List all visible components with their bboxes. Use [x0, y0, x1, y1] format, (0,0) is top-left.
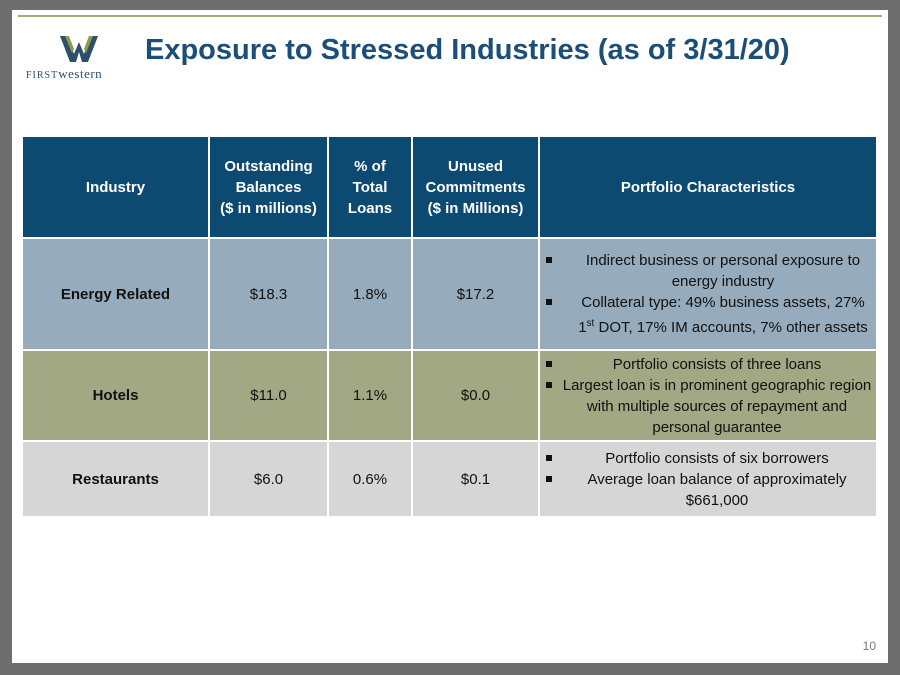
- balance-cell: $18.3: [208, 237, 329, 351]
- balance-cell: $6.0: [208, 440, 329, 518]
- top-rule: [18, 15, 882, 17]
- logo-w-icon: [60, 36, 98, 62]
- company-logo: FIRSTwestern: [26, 36, 136, 86]
- bullet-item: Collateral type: 49% business assets, 27…: [544, 292, 872, 338]
- bullet-item: Portfolio consists of three loans: [544, 354, 872, 375]
- industry-cell: Restaurants: [21, 440, 210, 518]
- header-industry: Industry: [21, 135, 210, 239]
- exposure-table: Industry Outstanding Balances ($ in millio…: [21, 135, 878, 518]
- table-row-hotels: Hotels $11.0 1.1% $0.0 Portfolio consist…: [21, 349, 878, 442]
- bullet-item: Largest loan is in prominent geographic …: [544, 375, 872, 438]
- slide: FIRSTwestern Exposure to Stressed Indust…: [12, 10, 888, 663]
- table-header-row: Industry Outstanding Balances ($ in millio…: [21, 135, 878, 239]
- logo-wordmark: FIRSTwestern: [26, 66, 102, 82]
- unused-cell: $0.1: [411, 440, 540, 518]
- page-title: Exposure to Stressed Industries (as of 3…: [145, 34, 790, 66]
- pct-cell: 0.6%: [327, 440, 413, 518]
- header-unused-commitments: Unused Commitments ($ in Millions): [411, 135, 540, 239]
- logo-western: western: [58, 66, 103, 81]
- bullet-item: Indirect business or personal exposure t…: [544, 250, 872, 292]
- table-row-restaurants: Restaurants $6.0 0.6% $0.1 Portfolio con…: [21, 440, 878, 518]
- unused-cell: $0.0: [411, 349, 540, 442]
- bullet-item: Portfolio consists of six borrowers: [544, 448, 872, 469]
- pct-cell: 1.1%: [327, 349, 413, 442]
- characteristics-cell: Indirect business or personal exposure t…: [538, 237, 878, 351]
- characteristics-cell: Portfolio consists of six borrowers Aver…: [538, 440, 878, 518]
- pct-cell: 1.8%: [327, 237, 413, 351]
- page-number: 10: [862, 639, 876, 653]
- header-portfolio-characteristics: Portfolio Characteristics: [538, 135, 878, 239]
- industry-cell: Energy Related: [21, 237, 210, 351]
- bullet-item: Average loan balance of approximately $6…: [544, 469, 872, 511]
- unused-cell: $17.2: [411, 237, 540, 351]
- header-pct-total-loans: % of Total Loans: [327, 135, 413, 239]
- balance-cell: $11.0: [208, 349, 329, 442]
- table-row-energy: Energy Related $18.3 1.8% $17.2 Indirect…: [21, 237, 878, 351]
- logo-first: FIRST: [26, 70, 59, 81]
- industry-cell: Hotels: [21, 349, 210, 442]
- characteristics-cell: Portfolio consists of three loans Larges…: [538, 349, 878, 442]
- header-outstanding-balances: Outstanding Balances ($ in millions): [208, 135, 329, 239]
